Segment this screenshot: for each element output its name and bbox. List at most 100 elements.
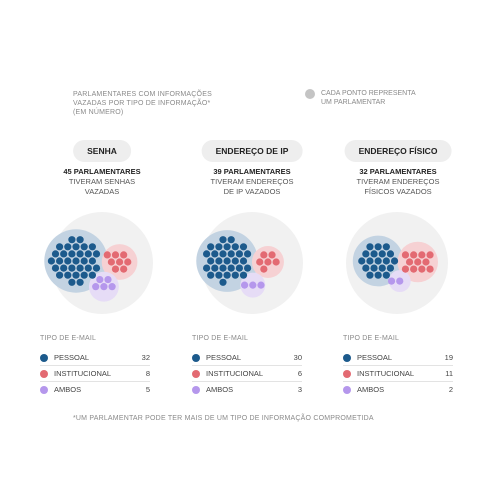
pessoal-dot [227, 236, 235, 244]
description: TIVERAM ENDEREÇOS FÍSICOS VAZADOS [356, 177, 440, 196]
institucional-dot [422, 258, 430, 266]
pessoal-dot [88, 257, 96, 265]
email-row-institucional: INSTITUCIONAL 11 [343, 366, 453, 382]
pessoal-dot [64, 271, 72, 279]
email-row-label: PESSOAL [357, 353, 393, 362]
institucional-dot [120, 251, 128, 259]
pessoal-dot [227, 264, 235, 272]
pessoal-dot [215, 243, 223, 251]
institucional-dot [401, 251, 410, 259]
ambos-dot [100, 283, 108, 291]
institucional-swatch-icon [40, 369, 48, 378]
pessoal-dot [223, 243, 231, 251]
total-label: 45 PARLAMENTARES [63, 167, 141, 176]
institucional-dot [124, 258, 132, 266]
pessoal-dot [374, 243, 382, 251]
pessoal-dot [366, 257, 374, 265]
email-row-institucional: INSTITUCIONAL 6 [192, 366, 302, 382]
pessoal-dot [207, 257, 215, 265]
pessoal-dot [76, 236, 84, 244]
email-row-pessoal: PESSOAL 32 [40, 350, 150, 366]
pessoal-swatch-icon [192, 353, 200, 362]
ambos-dot [108, 283, 116, 291]
pessoal-dot [374, 257, 382, 265]
institucional-dot [256, 258, 264, 266]
email-row-value: 30 [293, 353, 302, 362]
institucional-dot [111, 251, 120, 259]
pessoal-dot [72, 243, 80, 251]
panel-subtitle: 32 PARLAMENTARES TIVERAM ENDEREÇOS FÍSIC… [333, 167, 463, 197]
pessoal-dot [244, 264, 252, 272]
pessoal-dot [84, 264, 92, 272]
ambos-dot [96, 275, 104, 284]
total-label: 32 PARLAMENTARES [359, 167, 437, 176]
email-row-value: 6 [297, 369, 302, 378]
ambos-dot [257, 281, 265, 289]
category-pill: SENHA [73, 140, 131, 162]
institucional-dot [107, 258, 115, 266]
pessoal-dot [76, 250, 84, 258]
institucional-dot [410, 265, 418, 273]
pessoal-dot [219, 264, 227, 272]
institucional-dot [414, 258, 422, 266]
pessoal-dot [223, 257, 231, 265]
email-row-label: AMBOS [357, 385, 385, 394]
institucional-dot [260, 265, 268, 273]
pessoal-dot [227, 250, 235, 258]
pessoal-dot [80, 243, 88, 251]
email-table-title: TIPO DE E-MAIL [192, 335, 249, 342]
pessoal-dot [390, 257, 399, 265]
institucional-dot [111, 265, 120, 273]
ambos-dot [387, 277, 396, 285]
pessoal-dot [231, 243, 239, 251]
pessoal-dot [366, 243, 374, 251]
pessoal-dot [203, 250, 211, 258]
email-row-value: 19 [444, 353, 453, 362]
pessoal-dot [378, 264, 386, 272]
intro-text: PARLAMENTARES COM INFORMAÇÕES VAZADAS PO… [73, 91, 212, 116]
ambos-swatch-icon [40, 385, 48, 394]
pessoal-dot [56, 243, 64, 251]
pessoal-dot [382, 257, 390, 265]
pessoal-dot [362, 264, 370, 272]
pessoal-dot [386, 250, 395, 258]
pessoal-dot [370, 250, 378, 258]
pessoal-dot [76, 278, 84, 286]
email-row-label: INSTITUCIONAL [357, 369, 415, 378]
ambos-dot [249, 281, 257, 289]
email-table-senha: TIPO DE E-MAIL PESSOAL 32 INSTITUCIONAL … [40, 335, 150, 397]
ambos-dot [241, 281, 249, 289]
pessoal-dot [215, 257, 223, 265]
pessoal-dot [88, 243, 96, 251]
category-pill: ENDEREÇO FÍSICO [344, 140, 452, 162]
email-row-pessoal: PESSOAL 19 [343, 350, 453, 366]
email-row-label: AMBOS [206, 385, 234, 394]
pessoal-dot [72, 257, 80, 265]
pessoal-dot [88, 271, 96, 279]
email-row-value: 11 [445, 369, 453, 378]
institucional-swatch-icon [192, 369, 200, 378]
pessoal-dot [47, 257, 56, 265]
pessoal-dot [219, 250, 227, 258]
institucional-dot [260, 251, 268, 259]
legend-dot-icon [305, 89, 315, 99]
email-row-value: 32 [141, 353, 150, 362]
institucional-dot [115, 258, 124, 266]
pessoal-dot [51, 250, 60, 258]
pessoal-swatch-icon [343, 353, 351, 362]
email-row-label: INSTITUCIONAL [206, 369, 264, 378]
email-row-institucional: INSTITUCIONAL 8 [40, 366, 150, 382]
total-label: 39 PARLAMENTARES [213, 167, 291, 176]
pessoal-dot [92, 264, 101, 272]
pessoal-dot [219, 236, 227, 244]
pessoal-dot [358, 257, 366, 265]
pessoal-dot [60, 264, 68, 272]
pessoal-dot [374, 271, 382, 279]
institucional-dot [405, 258, 414, 266]
pessoal-dot [386, 264, 395, 272]
ambos-dot [92, 283, 100, 291]
legend-note-text: CADA PONTO REPRESENTA UM PARLAMENTAR [321, 90, 416, 106]
pessoal-dot [76, 264, 84, 272]
description: TIVERAM SENHAS VAZADAS [68, 177, 136, 196]
